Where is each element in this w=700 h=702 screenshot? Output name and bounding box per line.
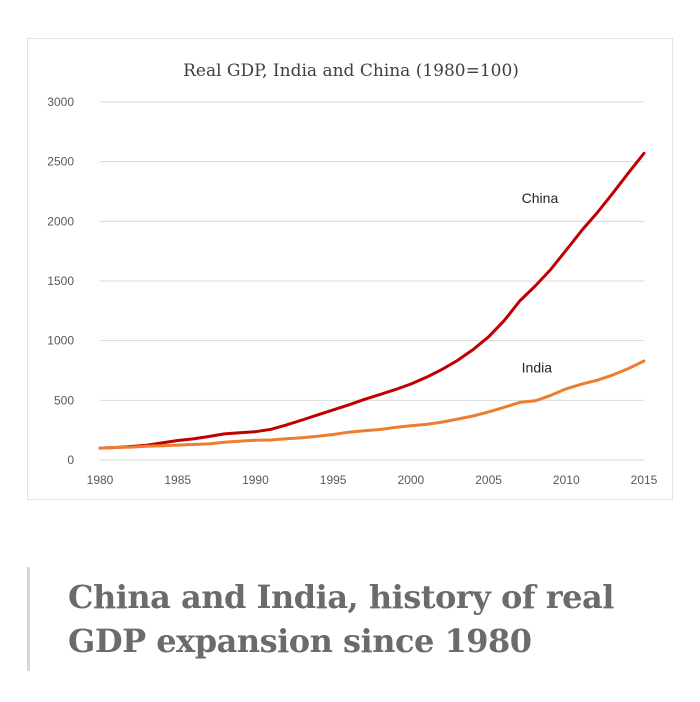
chart-title: Real GDP, India and China (1980=100) <box>183 61 519 81</box>
gridlines <box>100 101 644 461</box>
x-tick-label: 2000 <box>398 473 425 487</box>
y-axis-ticks: 0 500 1000 1500 2000 2500 3000 <box>47 95 74 467</box>
x-tick-label: 2015 <box>631 473 658 487</box>
x-tick-label: 1980 <box>87 473 114 487</box>
y-tick-label: 3000 <box>47 95 74 109</box>
gdp-line-chart: Real GDP, India and China (1980=100) 0 50… <box>47 61 658 487</box>
x-tick-label: 1990 <box>242 473 269 487</box>
series-line-india <box>98 359 646 450</box>
x-tick-label: 1985 <box>164 473 191 487</box>
x-tick-label: 2005 <box>475 473 502 487</box>
y-tick-label: 1500 <box>47 274 74 288</box>
x-tick-label: 2010 <box>553 473 580 487</box>
series-line-china <box>98 151 646 450</box>
x-axis-ticks: 1980 1985 1990 1995 2000 2005 2010 2015 <box>87 473 658 487</box>
y-tick-label: 2000 <box>47 214 74 228</box>
series-lines <box>98 151 646 450</box>
series-annotations: China India <box>522 190 559 375</box>
x-tick-label: 1995 <box>320 473 347 487</box>
y-tick-label: 2500 <box>47 155 74 169</box>
chart-card: Real GDP, India and China (1980=100) 0 50… <box>27 38 673 500</box>
figure-caption: China and India, history of real GDP exp… <box>68 578 614 660</box>
y-tick-label: 500 <box>54 393 74 407</box>
y-tick-label: 0 <box>67 453 74 467</box>
annotation-india: India <box>522 359 553 375</box>
y-tick-label: 1000 <box>47 334 74 348</box>
caption-block: China and India, history of real GDP exp… <box>27 567 647 671</box>
annotation-china: China <box>522 190 559 206</box>
